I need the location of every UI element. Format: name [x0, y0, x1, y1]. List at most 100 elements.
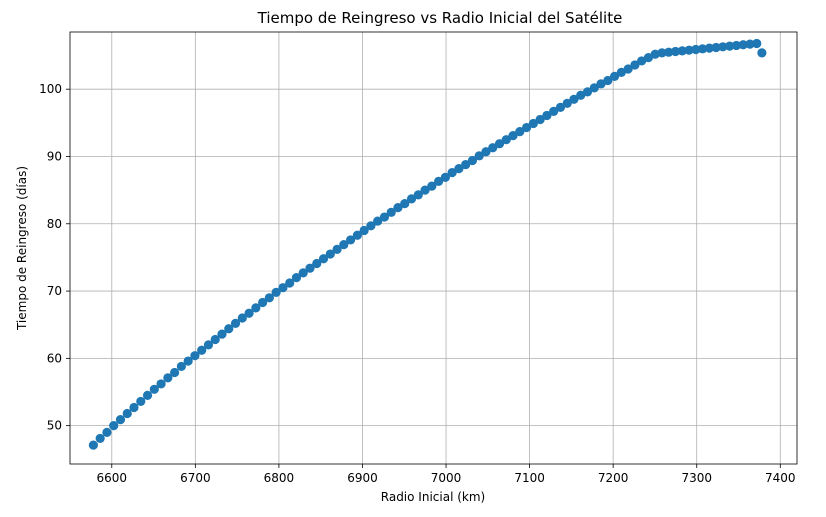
x-tick-label: 6900: [347, 471, 378, 485]
data-point: [406, 194, 417, 204]
y-tick-label: 70: [47, 284, 62, 298]
data-point: [582, 87, 593, 97]
data-point: [264, 293, 274, 303]
data-point: [677, 46, 687, 56]
data-point: [528, 118, 538, 129]
data-point: [203, 340, 214, 350]
data-point: [454, 163, 464, 174]
data-point: [549, 106, 559, 117]
data-point: [725, 41, 735, 51]
x-tick-label: 6800: [264, 471, 295, 485]
grid-lines: [70, 32, 797, 464]
data-point: [346, 235, 356, 245]
data-point: [393, 203, 403, 213]
data-points: [88, 38, 767, 450]
data-point: [298, 268, 308, 278]
data-point: [474, 151, 484, 161]
data-point: [95, 433, 105, 444]
x-tick-label: 6600: [97, 471, 128, 485]
data-point: [609, 71, 620, 82]
data-point: [757, 48, 767, 58]
data-point: [731, 40, 742, 51]
data-point: [176, 361, 186, 372]
data-point: [589, 83, 599, 93]
data-point: [542, 110, 552, 121]
data-point: [630, 60, 640, 70]
data-point: [115, 414, 126, 425]
data-point: [657, 48, 667, 58]
data-point: [339, 240, 349, 250]
x-tick-label: 6700: [180, 471, 211, 485]
x-tick-label: 7100: [514, 471, 545, 485]
data-point: [278, 283, 288, 293]
data-point: [149, 384, 159, 394]
data-point: [366, 221, 376, 231]
data-point: [271, 287, 281, 298]
data-point: [691, 44, 701, 55]
x-tick-label: 7300: [681, 471, 712, 485]
data-point: [251, 303, 261, 313]
data-point: [109, 421, 119, 431]
data-point: [163, 373, 173, 383]
data-point: [488, 143, 498, 153]
data-point: [413, 190, 423, 200]
data-point: [704, 43, 714, 53]
y-axis-label: Tiempo de Reingreso (días): [15, 166, 29, 331]
data-point: [170, 367, 180, 378]
data-point: [142, 390, 153, 400]
y-tick-label: 100: [39, 82, 62, 96]
data-point: [244, 308, 254, 318]
data-point: [467, 155, 478, 166]
data-point: [569, 94, 579, 104]
data-point: [305, 263, 315, 273]
data-point: [190, 351, 200, 361]
data-point: [359, 225, 369, 236]
x-tick-label: 7000: [431, 471, 462, 485]
data-point: [603, 75, 613, 86]
y-tick-label: 60: [47, 351, 62, 365]
data-point: [224, 324, 234, 334]
data-point: [752, 38, 762, 49]
data-point: [400, 198, 410, 209]
data-point: [129, 402, 139, 413]
data-point: [697, 44, 708, 54]
x-axis-label: Radio Inicial (km): [381, 490, 485, 504]
data-point: [210, 334, 220, 345]
data-point: [352, 230, 362, 240]
data-point: [711, 42, 721, 53]
data-point: [325, 249, 335, 259]
data-point: [745, 39, 755, 49]
data-point: [515, 126, 525, 137]
data-point: [521, 122, 532, 133]
data-point: [555, 102, 566, 112]
data-point: [318, 254, 329, 264]
x-axis-ticks: 6600 6700 6800 6900 7000 7100 7200 7300 7400: [97, 464, 796, 485]
data-point: [217, 329, 227, 339]
x-tick-label: 7400: [765, 471, 796, 485]
y-tick-label: 80: [47, 217, 62, 231]
data-point: [197, 345, 207, 355]
data-point: [88, 440, 98, 450]
data-point: [433, 176, 444, 186]
x-tick-label: 7200: [598, 471, 629, 485]
data-point: [373, 216, 383, 226]
data-point: [481, 147, 491, 157]
data-point: [230, 318, 241, 328]
data-point: [183, 356, 193, 366]
y-axis-ticks: 50 60 70 80 90 100: [39, 82, 70, 433]
data-point: [122, 408, 132, 419]
data-point: [102, 427, 112, 437]
data-point: [136, 396, 146, 407]
plot-frame: [69, 31, 798, 465]
data-point: [291, 273, 302, 283]
data-point: [718, 42, 728, 52]
data-point: [332, 244, 342, 254]
data-point: [623, 64, 633, 74]
data-point: [461, 159, 471, 170]
chart-title: Tiempo de Reingreso vs Radio Inicial del…: [257, 9, 623, 27]
data-point: [440, 172, 450, 182]
data-point: [447, 168, 457, 178]
data-point: [738, 40, 748, 50]
data-point: [379, 212, 390, 222]
